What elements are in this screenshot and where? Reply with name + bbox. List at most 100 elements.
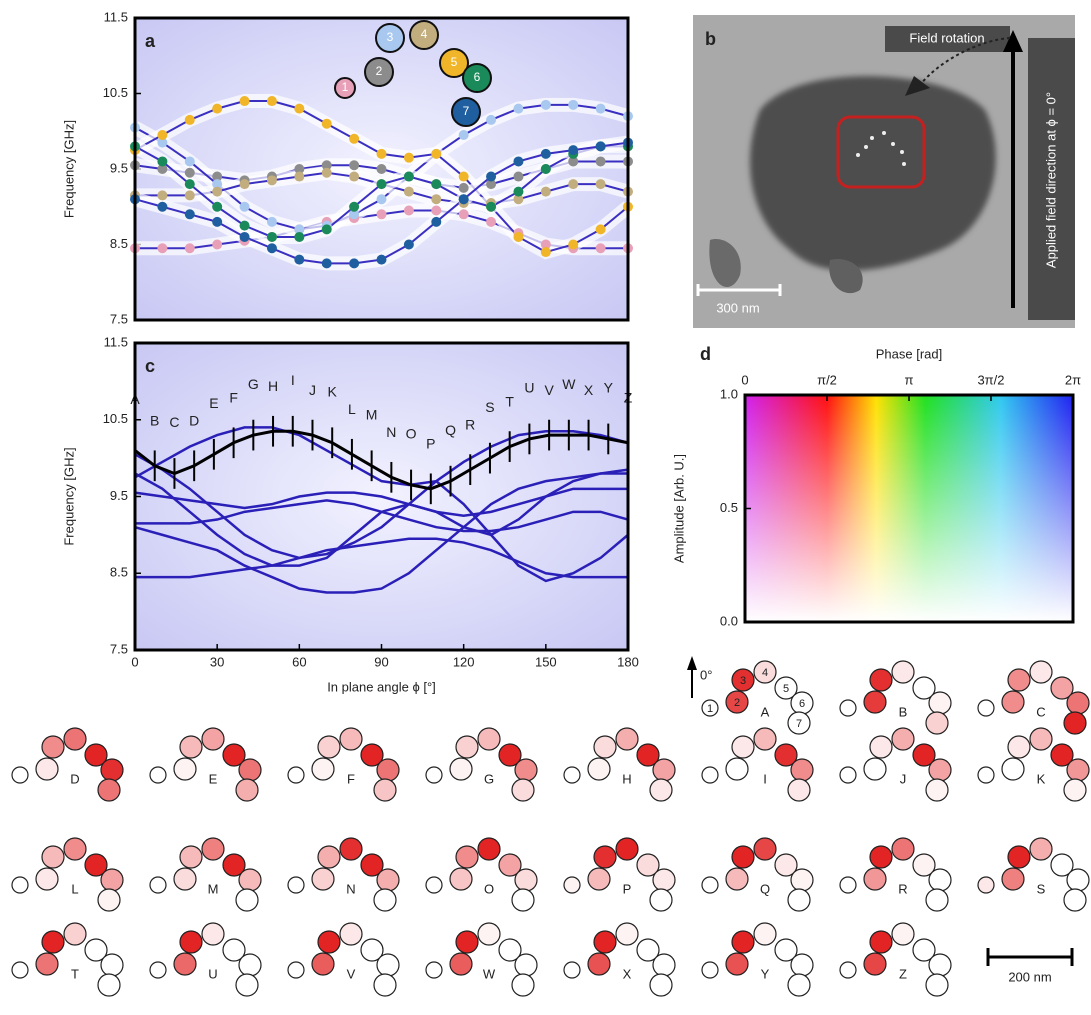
data-point — [157, 137, 168, 148]
data-point — [294, 231, 305, 242]
element — [863, 867, 887, 891]
element — [238, 758, 262, 782]
element — [1066, 691, 1090, 715]
element — [339, 727, 363, 751]
data-point — [595, 243, 606, 254]
element-label: 3 — [740, 675, 746, 687]
element — [449, 867, 473, 891]
element — [652, 758, 676, 782]
element — [912, 743, 936, 767]
element — [173, 867, 197, 891]
data-point — [321, 258, 332, 269]
mode-label: N — [346, 881, 355, 896]
element — [41, 930, 65, 954]
element — [35, 757, 59, 781]
data-point — [540, 186, 551, 197]
mode-label: E — [209, 771, 218, 786]
element — [455, 930, 479, 954]
element — [514, 758, 538, 782]
element — [179, 735, 203, 759]
data-point — [349, 201, 360, 212]
element — [376, 758, 400, 782]
element — [977, 699, 995, 717]
mode-label: Y — [761, 966, 770, 981]
element — [787, 778, 811, 802]
element — [636, 938, 660, 962]
element — [1066, 758, 1090, 782]
data-point — [239, 179, 250, 190]
element — [652, 953, 676, 977]
element — [514, 953, 538, 977]
data-point — [349, 160, 360, 171]
element — [701, 876, 719, 894]
element — [725, 952, 749, 976]
mode-label: R — [898, 881, 907, 896]
element-label: 1 — [707, 703, 713, 715]
mode-label: O — [484, 881, 494, 896]
mode-letter: G — [248, 376, 259, 392]
y-tick-label: 8.5 — [110, 236, 128, 251]
element — [498, 743, 522, 767]
data-point — [321, 224, 332, 235]
element — [287, 961, 305, 979]
legend-swatch — [334, 77, 356, 99]
arrow-label: Field rotation — [909, 30, 984, 45]
x-tick-label: π/2 — [817, 372, 837, 387]
element — [928, 691, 952, 715]
data-point — [266, 216, 277, 227]
element — [731, 668, 755, 692]
data-point — [458, 171, 469, 182]
mode-letter: C — [169, 414, 179, 430]
mode-label: X — [623, 966, 632, 981]
data-point — [184, 190, 195, 201]
element — [173, 952, 197, 976]
data-point — [458, 182, 469, 193]
data-point — [157, 243, 168, 254]
element — [563, 766, 581, 784]
element — [11, 876, 29, 894]
element — [1001, 757, 1025, 781]
data-point — [595, 103, 606, 114]
mode-letter: E — [209, 395, 218, 411]
element-label: 5 — [783, 683, 789, 695]
element — [869, 845, 893, 869]
y-tick-label: 10.5 — [103, 411, 128, 426]
element — [928, 953, 952, 977]
y-tick-label: 0.5 — [720, 500, 738, 515]
data-point — [239, 201, 250, 212]
element-label: 7 — [796, 718, 802, 730]
mode-letter: U — [524, 380, 534, 396]
legend-swatch — [375, 23, 405, 53]
element — [1029, 837, 1053, 861]
data-point — [212, 171, 223, 182]
element — [839, 699, 857, 717]
sem-image: b Field rotation Applied field direction… — [693, 15, 1075, 328]
element — [373, 888, 397, 912]
element — [498, 853, 522, 877]
element — [287, 766, 305, 784]
plot-frame — [133, 341, 630, 652]
mode-letter: N — [386, 424, 396, 440]
element — [587, 757, 611, 781]
data-point — [540, 247, 551, 258]
element — [511, 888, 535, 912]
data-point — [486, 179, 497, 190]
element — [311, 867, 335, 891]
scale-bar-label: 200 nm — [1008, 969, 1051, 984]
element — [449, 952, 473, 976]
data-point — [157, 190, 168, 201]
mode-letter: K — [328, 383, 338, 399]
direction-arrow-head — [687, 656, 697, 670]
element — [563, 876, 581, 894]
mode-label: A — [761, 704, 770, 719]
element — [912, 676, 936, 700]
mode-label: I — [763, 771, 767, 786]
data-point — [184, 156, 195, 167]
element — [97, 973, 121, 997]
element — [1063, 888, 1087, 912]
mode-letter: X — [584, 382, 594, 398]
element — [149, 961, 167, 979]
element — [425, 876, 443, 894]
element — [869, 930, 893, 954]
element-label: 2 — [734, 697, 740, 709]
